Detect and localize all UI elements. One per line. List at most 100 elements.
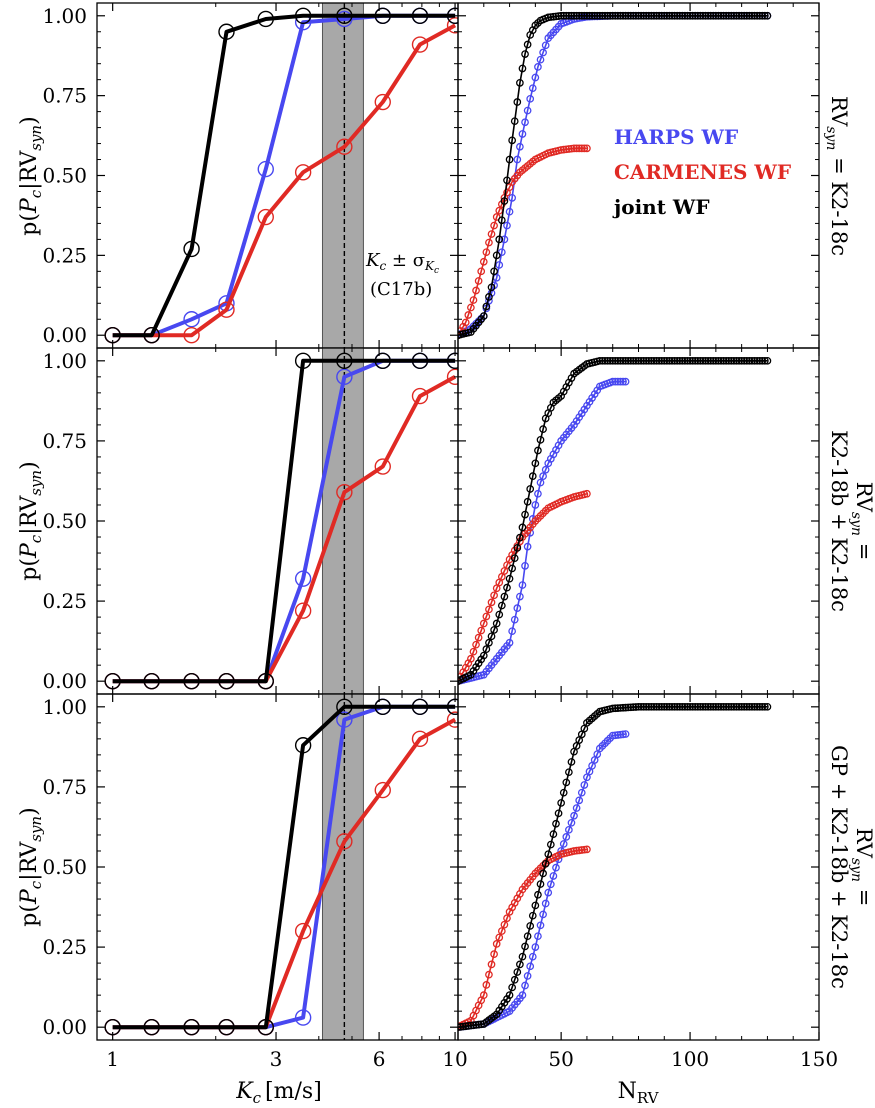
data-point-joint bbox=[621, 703, 630, 712]
data-point-joint bbox=[534, 890, 542, 899]
data-point-joint bbox=[580, 11, 589, 20]
data-point-joint bbox=[655, 702, 663, 711]
data-point-joint bbox=[750, 11, 759, 20]
y-tick-label: 0.00 bbox=[42, 323, 87, 347]
data-point-joint bbox=[660, 11, 669, 20]
data-point-joint bbox=[554, 12, 563, 20]
data-point-carmenes bbox=[575, 144, 584, 153]
data-point-joint bbox=[521, 50, 529, 58]
data-point-carmenes bbox=[485, 605, 493, 614]
data-point-carmenes bbox=[477, 267, 486, 276]
data-point-carmenes bbox=[487, 230, 496, 238]
data-point-joint bbox=[701, 11, 710, 20]
data-point-carmenes bbox=[446, 711, 458, 728]
data-point-joint bbox=[614, 356, 622, 365]
data-point-joint bbox=[411, 7, 429, 24]
data-point-joint bbox=[748, 356, 756, 365]
data-point-joint bbox=[608, 356, 617, 365]
data-point-joint bbox=[143, 672, 160, 690]
data-point-harps bbox=[619, 377, 627, 386]
data-point-joint bbox=[487, 632, 496, 641]
data-point-joint bbox=[686, 356, 694, 365]
data-point-joint bbox=[704, 356, 712, 365]
data-point-harps bbox=[570, 811, 578, 820]
y-axis-label-middle: p(Pc|RVsyn) bbox=[17, 461, 45, 580]
data-point-joint bbox=[663, 356, 671, 365]
data-point-joint bbox=[528, 472, 537, 480]
data-point-harps bbox=[521, 118, 529, 127]
data-point-joint bbox=[688, 356, 697, 365]
uncertainty-band bbox=[321, 693, 364, 1041]
data-point-joint bbox=[727, 11, 736, 20]
row-title-bottom-line2: GP + K2-18b + K2-18c bbox=[827, 745, 851, 989]
data-point-joint bbox=[474, 1020, 483, 1029]
panel-frame bbox=[96, 693, 459, 1041]
data-point-joint bbox=[647, 356, 656, 365]
data-point-joint bbox=[523, 40, 532, 49]
data-point-carmenes bbox=[583, 845, 591, 854]
data-point-joint bbox=[374, 698, 391, 716]
data-point-joint bbox=[737, 702, 746, 711]
x-tick-label: 150 bbox=[800, 1047, 838, 1071]
data-point-joint bbox=[485, 293, 493, 301]
data-point-harps bbox=[336, 711, 353, 728]
data-point-joint bbox=[183, 240, 200, 258]
y-tick-label: 0.50 bbox=[42, 164, 87, 188]
data-point-joint bbox=[675, 702, 684, 711]
data-point-carmenes bbox=[469, 296, 478, 304]
data-point-joint bbox=[642, 702, 651, 711]
data-point-joint bbox=[701, 702, 710, 711]
data-point-joint bbox=[411, 698, 429, 716]
data-point-joint bbox=[722, 11, 731, 20]
data-point-joint bbox=[724, 11, 733, 20]
data-point-harps bbox=[577, 788, 586, 797]
data-point-joint bbox=[639, 11, 648, 20]
data-point-carmenes bbox=[374, 458, 391, 475]
data-point-joint bbox=[753, 356, 761, 365]
data-point-joint bbox=[257, 672, 274, 690]
data-point-carmenes bbox=[472, 286, 480, 295]
data-point-carmenes bbox=[257, 208, 274, 226]
data-point-joint bbox=[704, 11, 712, 20]
data-point-joint bbox=[706, 11, 715, 20]
data-point-joint bbox=[183, 672, 200, 690]
data-point-joint bbox=[513, 98, 522, 106]
data-point-harps bbox=[516, 142, 524, 151]
data-point-joint bbox=[652, 356, 661, 365]
data-point-joint bbox=[487, 283, 496, 292]
data-point-joint bbox=[719, 702, 728, 711]
data-point-joint bbox=[546, 13, 555, 21]
data-point-harps bbox=[518, 581, 527, 589]
data-point-joint bbox=[683, 11, 692, 20]
data-point-carmenes bbox=[474, 277, 483, 285]
data-point-joint bbox=[257, 1018, 274, 1036]
data-point-harps bbox=[523, 542, 532, 551]
data-point-joint bbox=[467, 1021, 475, 1030]
data-point-joint bbox=[536, 880, 545, 888]
series-line-joint bbox=[458, 705, 768, 1028]
data-point-joint bbox=[374, 7, 391, 24]
data-point-joint bbox=[518, 64, 527, 73]
data-point-harps bbox=[183, 311, 200, 328]
data-point-joint bbox=[559, 11, 568, 20]
data-point-joint bbox=[763, 702, 772, 711]
data-point-joint bbox=[763, 356, 772, 365]
data-point-joint bbox=[526, 485, 535, 493]
data-point-joint bbox=[714, 356, 723, 365]
data-point-joint bbox=[688, 11, 697, 20]
data-point-joint bbox=[681, 356, 689, 365]
data-point-carmenes bbox=[583, 144, 591, 153]
band-label: Kc ± σKc (C17b) bbox=[365, 250, 439, 300]
data-point-joint bbox=[549, 12, 558, 21]
data-point-joint bbox=[712, 11, 720, 20]
data-point-joint bbox=[459, 1022, 468, 1031]
data-point-joint bbox=[601, 356, 609, 365]
data-point-harps bbox=[510, 615, 519, 624]
data-point-joint bbox=[745, 702, 754, 711]
data-point-carmenes bbox=[477, 626, 486, 635]
data-point-harps bbox=[541, 899, 550, 908]
data-point-harps bbox=[516, 592, 524, 601]
data-point-joint bbox=[737, 11, 746, 20]
data-point-harps bbox=[619, 730, 627, 739]
data-point-joint bbox=[336, 352, 353, 370]
